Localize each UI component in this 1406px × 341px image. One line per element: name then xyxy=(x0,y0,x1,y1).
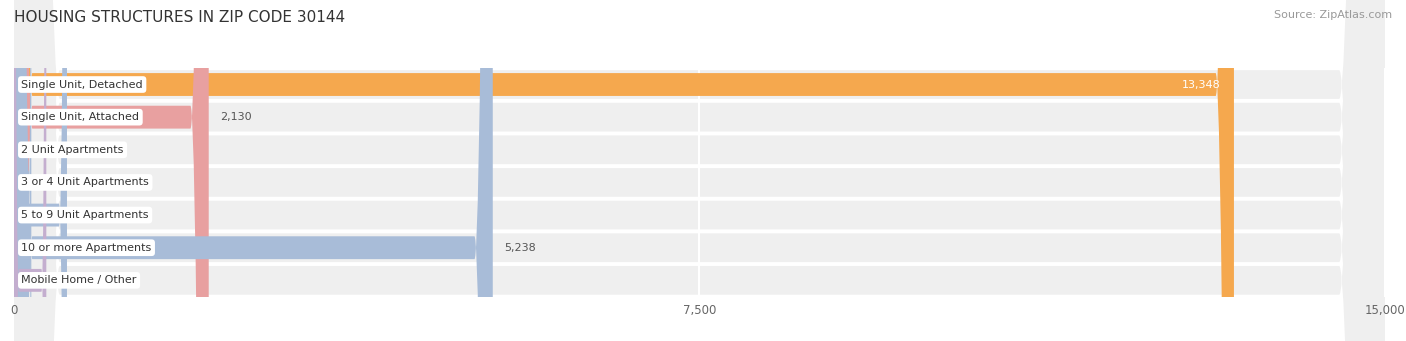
Text: 189: 189 xyxy=(42,177,63,188)
Text: Mobile Home / Other: Mobile Home / Other xyxy=(21,275,136,285)
Text: HOUSING STRUCTURES IN ZIP CODE 30144: HOUSING STRUCTURES IN ZIP CODE 30144 xyxy=(14,10,346,25)
FancyBboxPatch shape xyxy=(14,0,1385,341)
Text: 5,238: 5,238 xyxy=(503,243,536,253)
FancyBboxPatch shape xyxy=(14,0,208,341)
FancyBboxPatch shape xyxy=(14,0,31,341)
FancyBboxPatch shape xyxy=(14,0,46,341)
Text: 63: 63 xyxy=(31,145,45,155)
FancyBboxPatch shape xyxy=(14,0,1234,341)
FancyBboxPatch shape xyxy=(14,0,492,341)
FancyBboxPatch shape xyxy=(14,0,1385,341)
FancyBboxPatch shape xyxy=(14,0,20,341)
Text: 3 or 4 Unit Apartments: 3 or 4 Unit Apartments xyxy=(21,177,149,188)
Text: Source: ZipAtlas.com: Source: ZipAtlas.com xyxy=(1274,10,1392,20)
Text: 353: 353 xyxy=(58,275,79,285)
Text: Single Unit, Attached: Single Unit, Attached xyxy=(21,112,139,122)
Text: 579: 579 xyxy=(77,210,100,220)
FancyBboxPatch shape xyxy=(14,0,67,341)
Text: 5 to 9 Unit Apartments: 5 to 9 Unit Apartments xyxy=(21,210,149,220)
Text: 2 Unit Apartments: 2 Unit Apartments xyxy=(21,145,124,155)
FancyBboxPatch shape xyxy=(14,0,1385,341)
FancyBboxPatch shape xyxy=(14,0,1385,341)
Text: 13,348: 13,348 xyxy=(1181,79,1220,90)
Text: 2,130: 2,130 xyxy=(219,112,252,122)
Text: 10 or more Apartments: 10 or more Apartments xyxy=(21,243,152,253)
FancyBboxPatch shape xyxy=(14,0,1385,341)
Text: Single Unit, Detached: Single Unit, Detached xyxy=(21,79,143,90)
FancyBboxPatch shape xyxy=(14,0,1385,341)
FancyBboxPatch shape xyxy=(14,0,1385,341)
